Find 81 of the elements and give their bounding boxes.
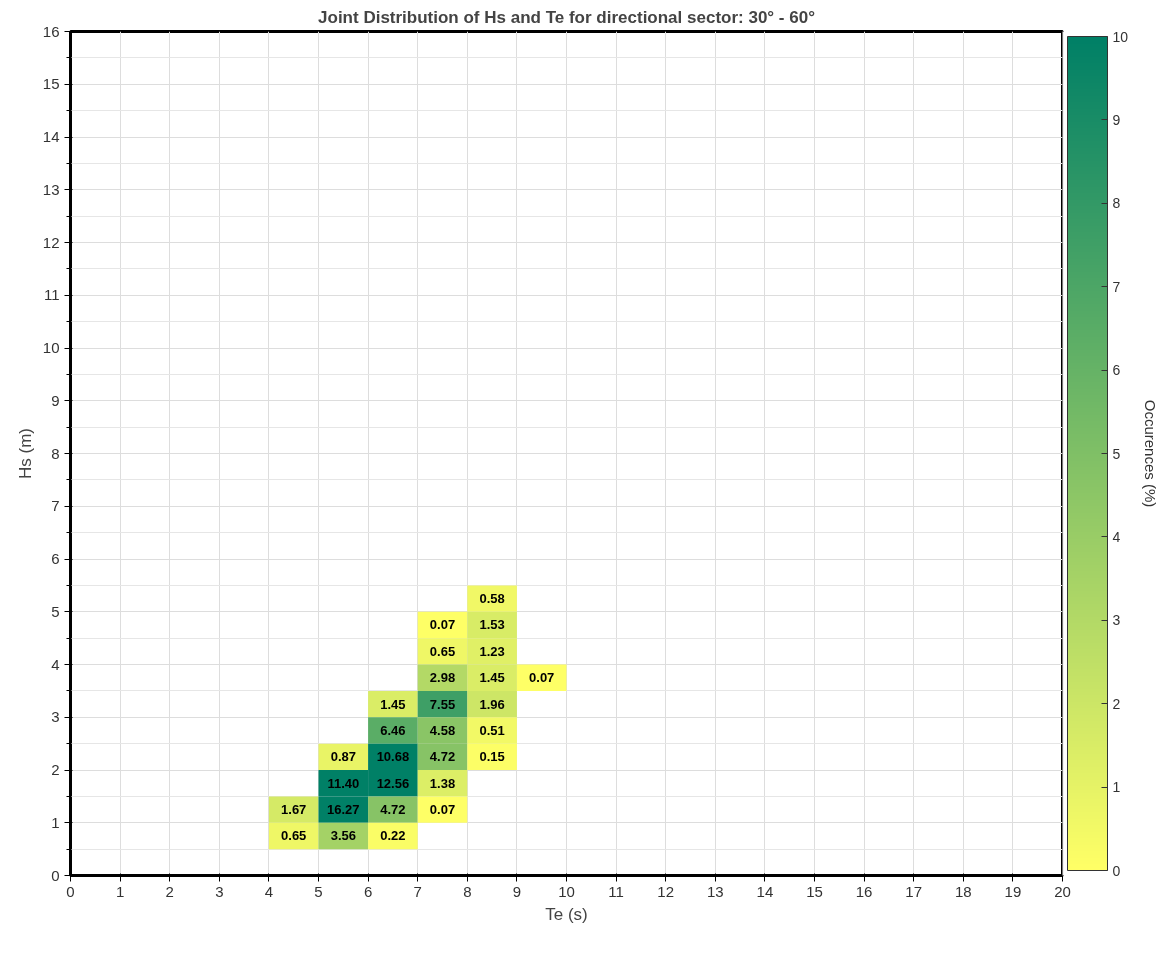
data-label: 3.56 xyxy=(330,828,356,844)
data-label: 7.55 xyxy=(429,696,456,712)
data-label: 0.65 xyxy=(281,828,307,844)
x-axis-title: Te (s) xyxy=(545,904,588,924)
y-tick-label: 9 xyxy=(51,391,60,409)
color-bar-label: 9 xyxy=(1112,111,1121,128)
data-label: 4.58 xyxy=(429,722,456,738)
y-tick-label: 6 xyxy=(51,550,60,567)
chart-title: Joint Distribution of Hs and Te for directional sector: 30° - 60° xyxy=(318,7,816,27)
color-bar-label: 1 xyxy=(1112,779,1121,796)
x-tick-label: 3 xyxy=(215,882,224,900)
x-tick-label: 10 xyxy=(558,882,575,900)
y-tick-label: 13 xyxy=(42,180,60,198)
y-tick-label: 14 xyxy=(42,128,60,145)
x-tick-label: 9 xyxy=(512,882,522,900)
data-label: 1.38 xyxy=(429,775,456,791)
color-bar-label: 10 xyxy=(1112,28,1129,45)
y-tick-label: 0 xyxy=(51,866,60,884)
data-label: 0.51 xyxy=(479,722,505,738)
data-label: 0.07 xyxy=(429,617,456,633)
data-label: 0.58 xyxy=(479,591,505,607)
data-label: 12.56 xyxy=(376,775,410,791)
x-tick-label: 20 xyxy=(1054,882,1071,900)
data-label: 2.98 xyxy=(429,670,456,686)
x-tick-label: 1 xyxy=(115,882,125,900)
color-bar-label: 7 xyxy=(1112,278,1121,295)
data-label: 0.07 xyxy=(529,670,555,686)
y-tick-label: 5 xyxy=(51,602,60,620)
data-label: 1.23 xyxy=(479,643,505,659)
y-tick-label: 10 xyxy=(42,339,60,356)
data-label: 16.27 xyxy=(327,802,360,818)
y-tick-label: 3 xyxy=(51,708,60,726)
data-label: 0.65 xyxy=(429,643,456,659)
color-bar-label: 6 xyxy=(1112,362,1121,379)
data-label: 1.53 xyxy=(479,617,505,633)
color-bar-label: 3 xyxy=(1112,612,1121,629)
color-bar-label: 0 xyxy=(1112,862,1121,879)
y-tick-label: 15 xyxy=(42,75,60,93)
x-tick-label: 19 xyxy=(1004,882,1022,900)
data-label: 1.96 xyxy=(479,696,505,712)
x-tick-label: 11 xyxy=(608,882,624,900)
data-label: 1.67 xyxy=(281,802,307,818)
y-tick-label: 2 xyxy=(51,761,60,778)
color-bar-label: 5 xyxy=(1112,445,1121,462)
data-label: 6.46 xyxy=(380,722,406,738)
x-tick-label: 18 xyxy=(954,882,972,900)
x-tick-label: 12 xyxy=(657,882,675,900)
x-tick-label: 7 xyxy=(413,882,422,900)
data-label: 10.68 xyxy=(376,749,410,765)
x-tick-label: 5 xyxy=(314,882,323,900)
y-axis-title: Hs (m) xyxy=(15,428,35,479)
y-tick-label: 4 xyxy=(51,655,60,673)
data-label: 0.22 xyxy=(380,828,406,844)
x-tick-label: 0 xyxy=(66,882,75,900)
x-tick-label: 2 xyxy=(165,882,174,900)
x-tick-label: 15 xyxy=(806,882,823,900)
x-tick-label: 8 xyxy=(463,882,472,900)
color-bar-label: 8 xyxy=(1112,195,1121,212)
x-tick-label: 16 xyxy=(855,882,873,900)
data-label: 0.07 xyxy=(429,802,456,818)
data-label: 1.45 xyxy=(479,670,505,686)
x-tick-label: 14 xyxy=(756,882,774,900)
x-tick-label: 13 xyxy=(706,882,724,900)
y-tick-label: 12 xyxy=(42,233,60,251)
data-label: 11.40 xyxy=(327,775,360,791)
x-tick-label: 4 xyxy=(264,882,274,900)
y-tick-label: 8 xyxy=(51,444,60,462)
data-label: 4.72 xyxy=(380,802,406,818)
color-bar-label: 2 xyxy=(1112,695,1121,712)
x-tick-label: 6 xyxy=(363,882,373,900)
y-tick-label: 11 xyxy=(43,286,60,304)
data-label: 4.72 xyxy=(429,749,456,765)
data-label: 1.45 xyxy=(380,696,406,712)
y-tick-label: 7 xyxy=(51,497,60,515)
data-label: 0.87 xyxy=(330,749,356,765)
y-tick-label: 1 xyxy=(51,813,60,831)
x-tick-label: 17 xyxy=(905,882,923,900)
color-bar-label: 4 xyxy=(1112,528,1121,545)
y-tick-label: 16 xyxy=(42,22,60,40)
color-bar-title: Occurences (%) xyxy=(1141,399,1159,508)
data-label: 0.15 xyxy=(479,749,505,765)
